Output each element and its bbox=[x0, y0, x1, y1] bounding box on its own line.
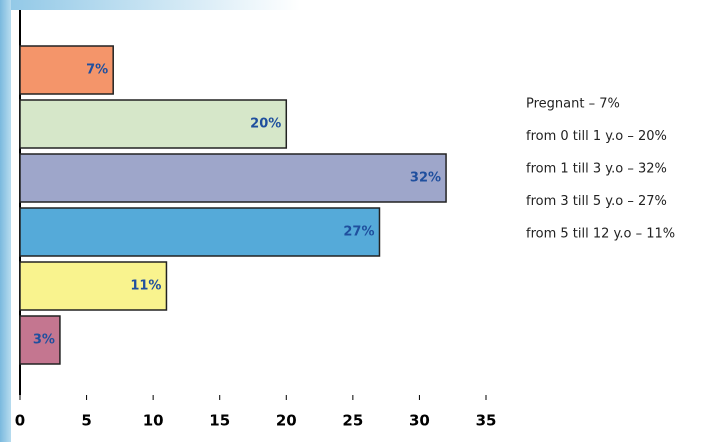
x-tick-label: 0 bbox=[15, 412, 25, 430]
value-label: 20% bbox=[250, 117, 281, 132]
legend-entry: from 3 till 5 y.o – 27% bbox=[526, 194, 667, 209]
x-tick-label: 35 bbox=[476, 412, 497, 430]
x-tick-label: 30 bbox=[409, 412, 430, 430]
legend-entry: from 1 till 3 y.o – 32% bbox=[526, 162, 667, 177]
x-tick-label: 20 bbox=[276, 412, 297, 430]
bar bbox=[19, 207, 381, 257]
x-tick-label: 5 bbox=[81, 412, 91, 430]
value-label: 32% bbox=[410, 171, 441, 186]
bar bbox=[19, 153, 447, 203]
x-tick-label: 25 bbox=[342, 412, 363, 430]
value-label: 3% bbox=[33, 333, 55, 348]
legend-entry: Pregnant – 7% bbox=[526, 97, 620, 112]
top-stripe bbox=[0, 0, 300, 10]
legend-entry: from 0 till 1 y.o – 20% bbox=[526, 129, 667, 144]
bar bbox=[19, 315, 61, 365]
bar bbox=[19, 261, 168, 311]
bar bbox=[19, 45, 114, 95]
value-label: 11% bbox=[130, 279, 161, 294]
x-tick-label: 10 bbox=[143, 412, 164, 430]
left-stripe bbox=[0, 0, 11, 442]
value-label: 27% bbox=[343, 225, 374, 240]
x-tick-label: 15 bbox=[209, 412, 230, 430]
bar bbox=[19, 99, 288, 149]
value-label: 7% bbox=[86, 63, 108, 78]
legend-entry: from 5 till 12 y.o – 11% bbox=[526, 227, 675, 242]
